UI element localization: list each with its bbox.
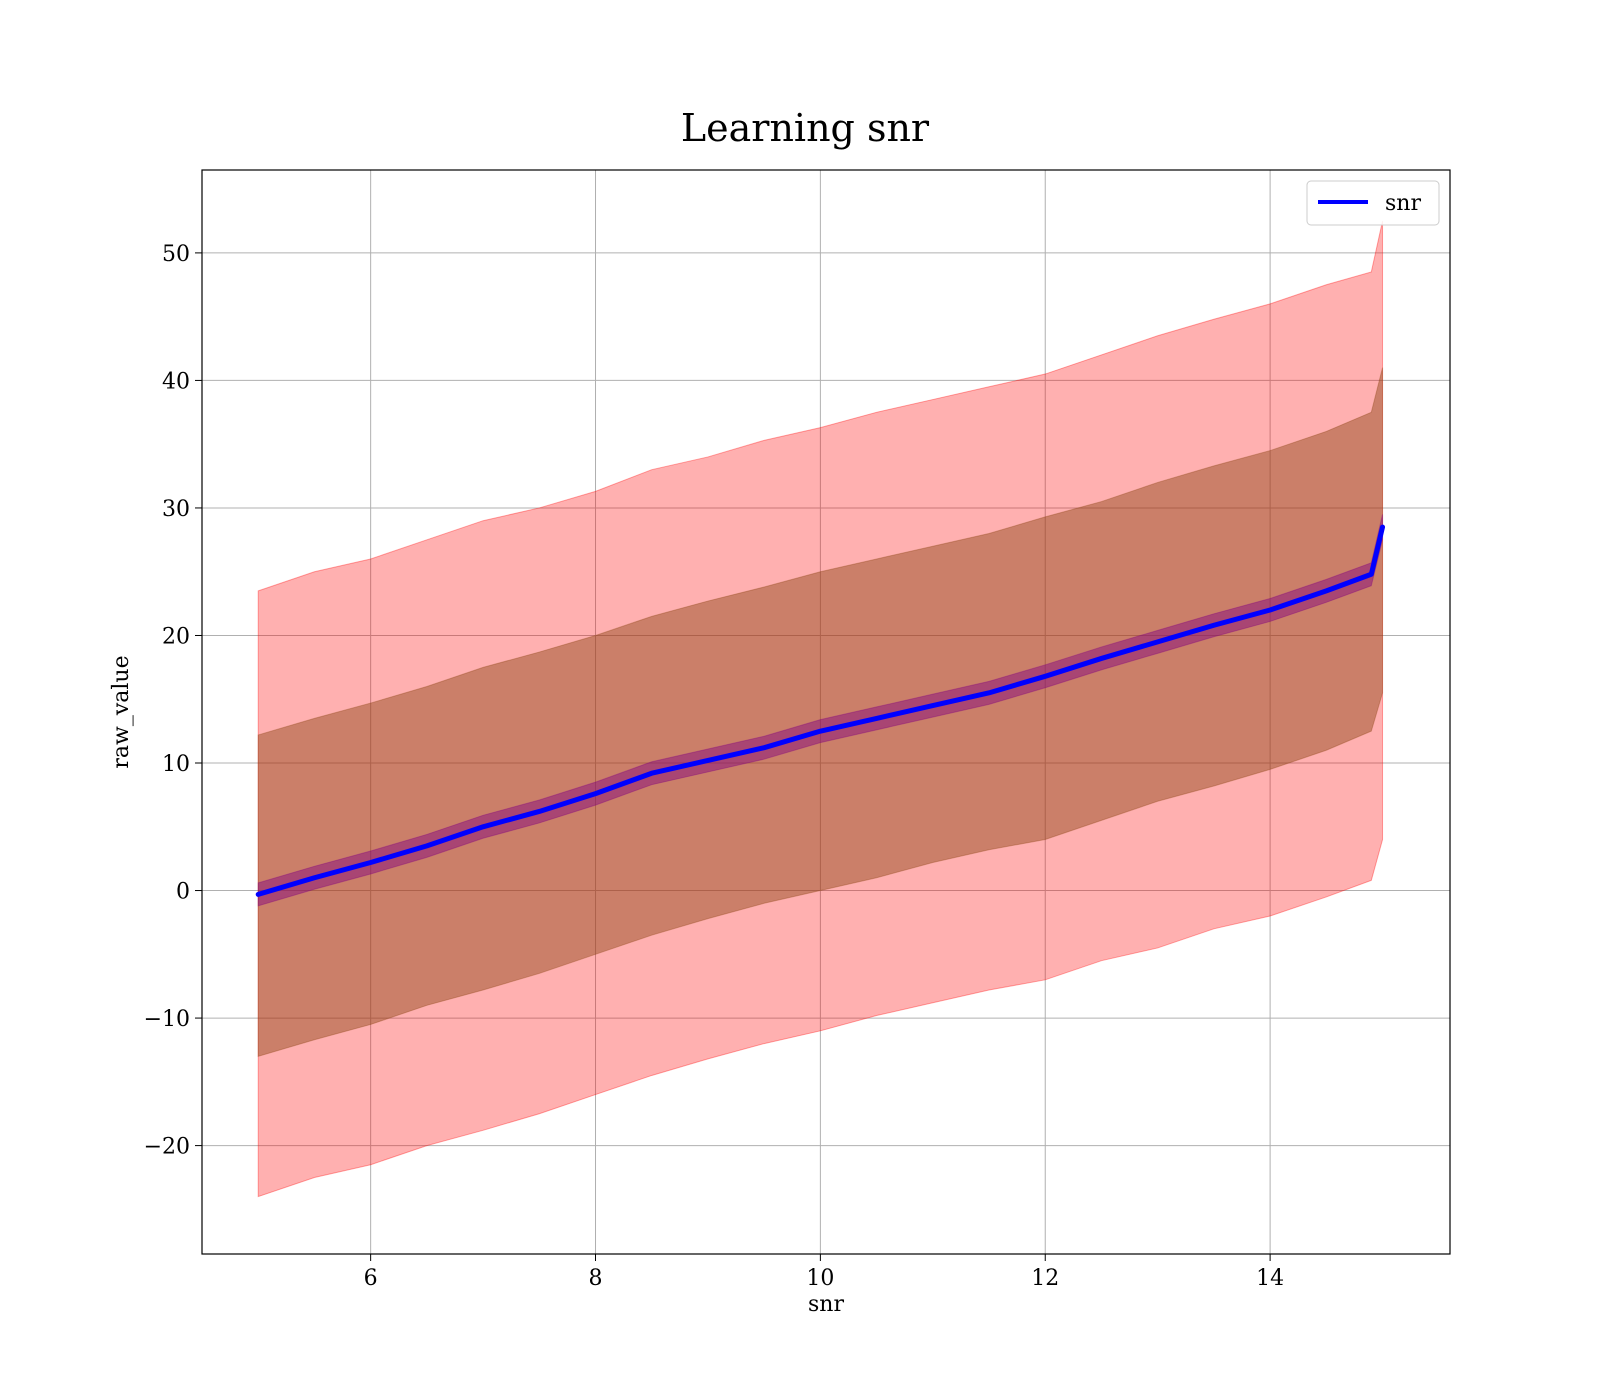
series-line-snr	[255, 524, 1386, 897]
series-lines	[255, 524, 1386, 897]
band-mean	[257, 514, 1384, 907]
x-tick-label-3: 12	[1031, 1266, 1059, 1291]
grid	[202, 170, 1450, 1254]
y-axis-label: raw_value	[109, 655, 134, 768]
x-axis-label: snr	[808, 1292, 844, 1317]
y-tick-label-0: −20	[144, 1135, 190, 1160]
y-tick-label-1: −10	[144, 1007, 190, 1032]
x-tick-label-1: 8	[589, 1266, 603, 1291]
legend: snr	[1306, 180, 1440, 226]
chart-title: Learning snr	[681, 106, 930, 150]
band-inner	[257, 367, 1384, 1057]
y-tick-label-7: 50	[162, 242, 190, 267]
y-tick-label-2: 0	[176, 880, 190, 905]
band-outer	[257, 220, 1384, 1198]
legend-box	[1306, 180, 1440, 226]
y-axis-ticks: −20 −10 0 10 20 30 40 50	[144, 242, 202, 1160]
y-tick-label-6: 40	[162, 369, 190, 394]
x-tick-label-4: 14	[1256, 1266, 1284, 1291]
y-tick-label-4: 20	[162, 624, 190, 649]
plot-area-frame	[201, 169, 1451, 1255]
x-tick-label-2: 10	[806, 1266, 834, 1291]
x-axis-ticks: 6 8 10 12 14	[364, 1254, 1284, 1291]
x-tick-label-0: 6	[364, 1266, 378, 1291]
confidence-bands	[257, 220, 1384, 1198]
legend-label-snr: snr	[1385, 191, 1421, 216]
y-tick-label-5: 30	[162, 497, 190, 522]
y-tick-label-3: 10	[162, 752, 190, 777]
